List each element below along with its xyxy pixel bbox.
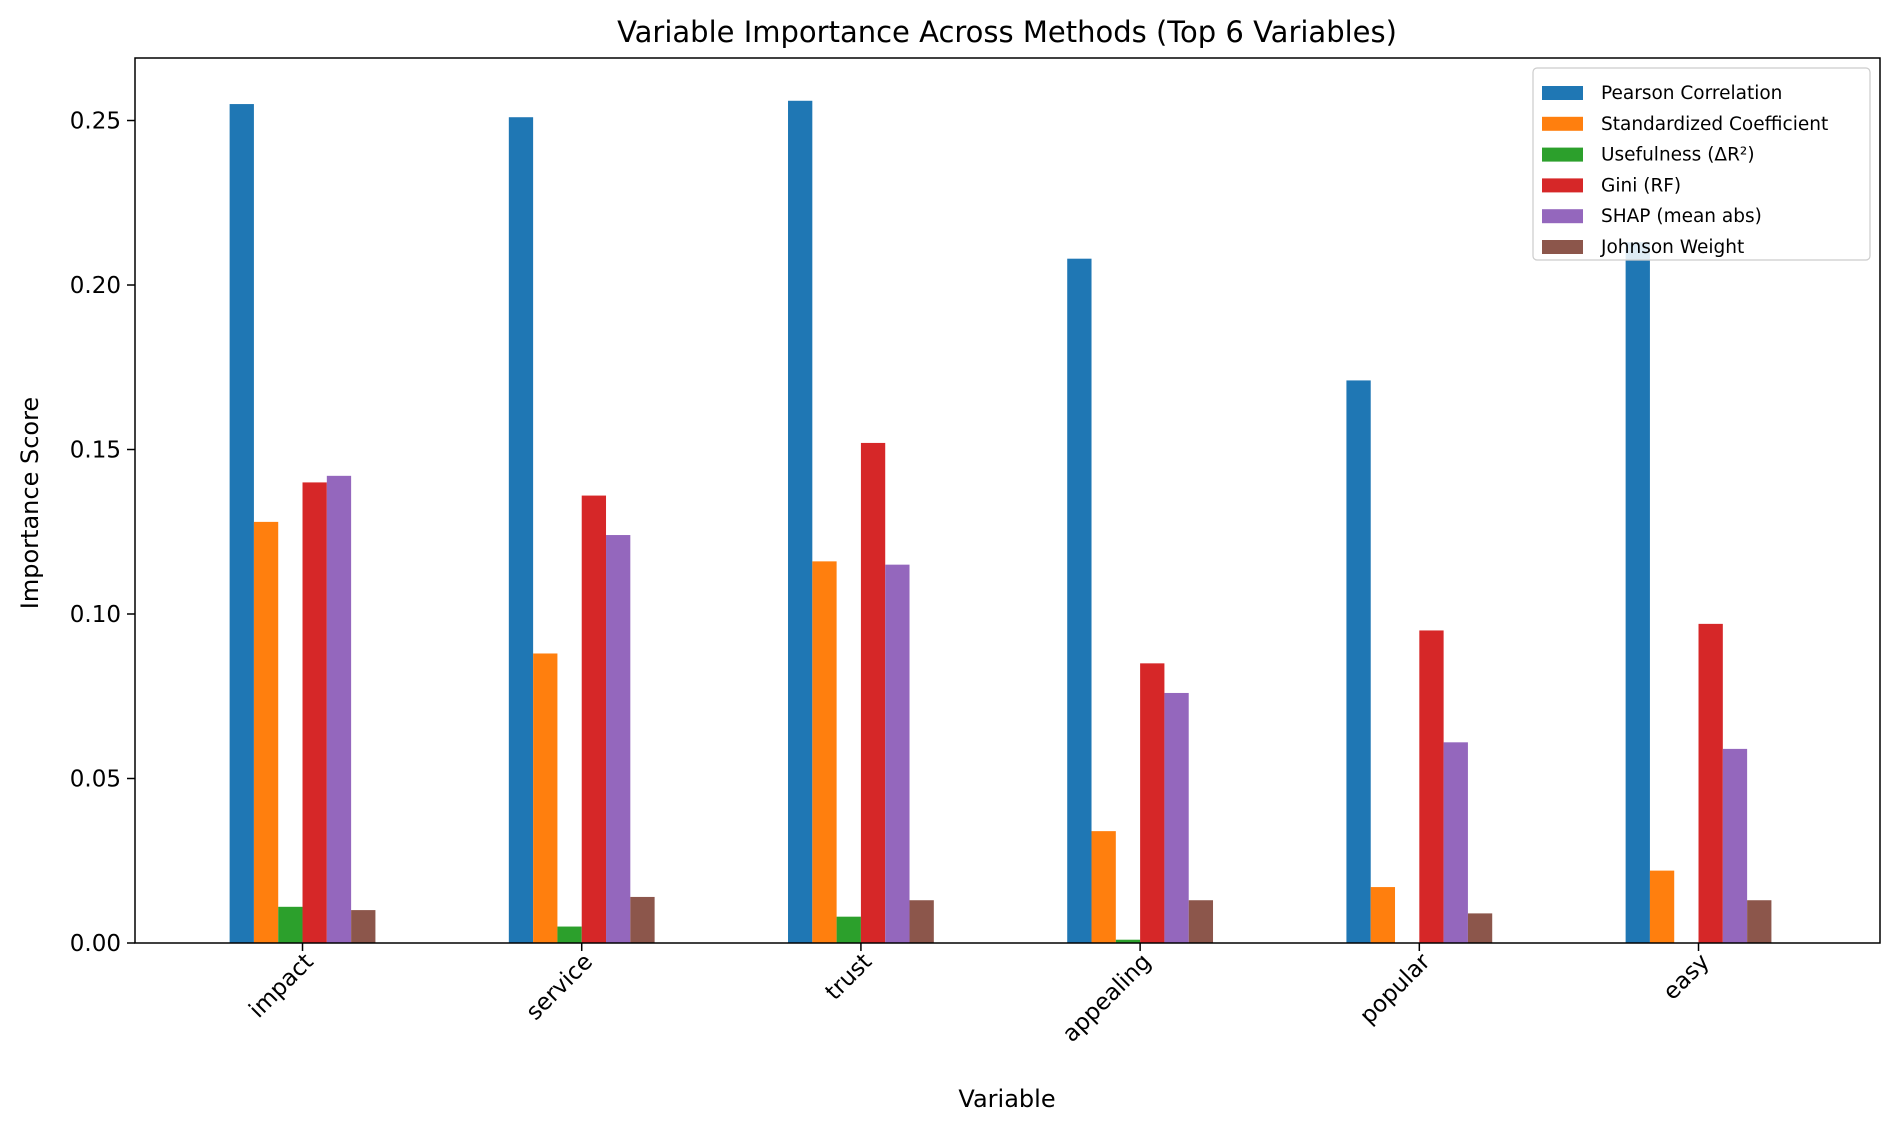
bar-trust-4 bbox=[885, 564, 910, 943]
bar-impact-2 bbox=[278, 906, 303, 943]
bar-impact-5 bbox=[351, 910, 376, 943]
bar-popular-1 bbox=[1370, 887, 1396, 943]
bar-impact-3 bbox=[302, 482, 327, 943]
bar-appealing-5 bbox=[1188, 900, 1214, 943]
bar-easy-4 bbox=[1722, 748, 1748, 943]
bar-impact-0 bbox=[229, 104, 254, 943]
legend-label: SHAP (mean abs) bbox=[1601, 206, 1762, 227]
bar-trust-0 bbox=[788, 100, 813, 943]
legend-label: Pearson Correlation bbox=[1601, 83, 1782, 104]
plot-frame bbox=[134, 57, 1881, 944]
bar-service-5 bbox=[630, 896, 655, 943]
chart-title: Variable Importance Across Methods (Top … bbox=[617, 15, 1397, 49]
bar-appealing-2 bbox=[1115, 939, 1141, 943]
y-tick-label: 0.10 bbox=[70, 602, 121, 628]
bar-service-0 bbox=[508, 117, 534, 944]
bar-easy-3 bbox=[1698, 623, 1723, 943]
legend-swatch bbox=[1542, 86, 1583, 100]
bar-service-3 bbox=[581, 495, 607, 943]
legend-swatch bbox=[1542, 178, 1583, 193]
y-tick-label: 0.05 bbox=[70, 767, 121, 793]
legend-swatch bbox=[1542, 240, 1583, 254]
bar-appealing-3 bbox=[1140, 663, 1165, 943]
legend-swatch bbox=[1542, 209, 1583, 224]
bar-easy-0 bbox=[1625, 242, 1650, 944]
bar-popular-4 bbox=[1443, 742, 1468, 943]
legend-swatch bbox=[1542, 116, 1583, 131]
bar-service-4 bbox=[606, 535, 631, 943]
legend-swatch bbox=[1542, 147, 1583, 162]
bar-impact-1 bbox=[253, 521, 279, 943]
y-axis: 0.00 0.05 0.10 0.15 0.20 0.25 bbox=[70, 109, 135, 957]
y-tick-label: 0.15 bbox=[70, 438, 121, 464]
bar-trust-2 bbox=[836, 916, 861, 943]
legend-label: Standardized Coefficient bbox=[1601, 114, 1828, 135]
y-tick-label: 0.20 bbox=[70, 273, 121, 299]
y-tick-label: 0.00 bbox=[70, 931, 121, 957]
x-axis-label: Variable bbox=[958, 1085, 1055, 1113]
bar-popular-5 bbox=[1467, 913, 1493, 943]
y-tick-label: 0.25 bbox=[70, 109, 121, 135]
bar-appealing-1 bbox=[1091, 831, 1116, 943]
bar-popular-0 bbox=[1346, 380, 1371, 943]
bar-appealing-0 bbox=[1067, 258, 1092, 943]
bar-impact-4 bbox=[326, 475, 352, 943]
legend-label: Usefulness (ΔR²) bbox=[1601, 145, 1755, 166]
bar-trust-5 bbox=[909, 900, 934, 943]
bar-service-2 bbox=[557, 926, 582, 943]
legend: Pearson Correlation Standardized Coeffici… bbox=[1532, 67, 1871, 261]
bar-trust-1 bbox=[812, 561, 837, 943]
legend-label: Johnson Weight bbox=[1600, 237, 1744, 258]
bar-trust-3 bbox=[860, 442, 886, 943]
legend-box bbox=[1532, 67, 1871, 261]
y-axis-label: Importance Score bbox=[16, 397, 44, 609]
bar-easy-5 bbox=[1747, 900, 1772, 943]
bar-popular-3 bbox=[1419, 630, 1444, 943]
bar-easy-1 bbox=[1649, 870, 1675, 943]
legend-label: Gini (RF) bbox=[1601, 175, 1681, 196]
bar-service-1 bbox=[533, 653, 558, 943]
bar-appealing-4 bbox=[1164, 692, 1189, 943]
bars-group bbox=[229, 100, 1772, 944]
